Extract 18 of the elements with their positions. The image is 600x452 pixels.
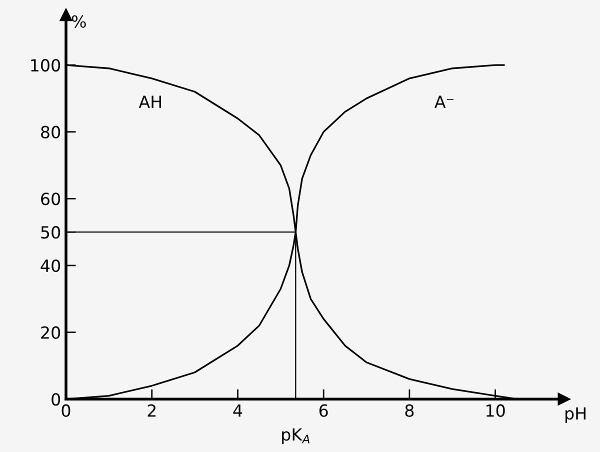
x-tick-label: 0 (62, 404, 70, 417)
y-tick-label: 60 (41, 192, 60, 206)
x-tick-label: 10 (486, 404, 505, 417)
y-tick-label: 50 (41, 226, 60, 239)
x-axis-title: pH (566, 407, 586, 423)
y-tick-label: 20 (41, 326, 60, 339)
y-tick-label: 80 (41, 126, 60, 138)
annotation: AH (138, 96, 161, 108)
y-tick-label: 40 (40, 259, 60, 272)
y-tick-label: 100 (31, 58, 60, 72)
y-tick-label: 0 (52, 393, 60, 406)
x-tick-label: 2 (148, 404, 156, 417)
x-tick-label: 8 (405, 404, 414, 417)
x-tick-label: 6 (319, 404, 328, 417)
ref-line-label: pK$_{A}$ (282, 428, 310, 444)
x-tick-label: 4 (233, 404, 242, 417)
annotation: A⁻ (434, 96, 454, 108)
y-axis-title: % (72, 15, 86, 28)
